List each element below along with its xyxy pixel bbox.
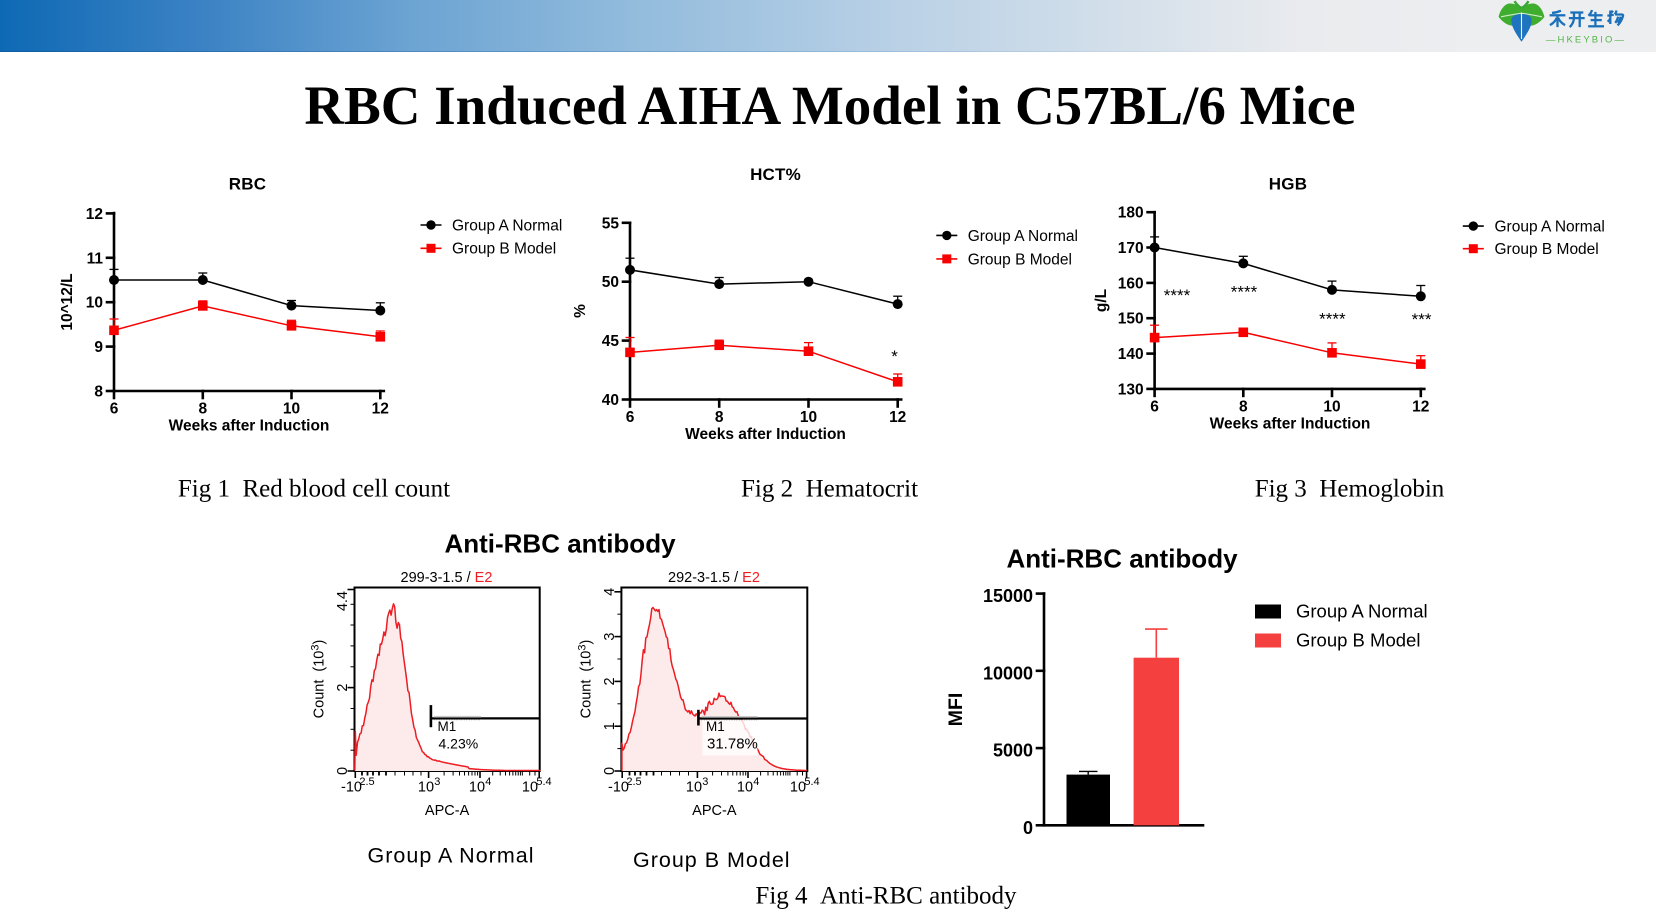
svg-text:Group A Normal: Group A Normal: [968, 228, 1078, 245]
svg-text:0: 0: [335, 767, 351, 775]
svg-text:Count (103): Count (103): [577, 640, 595, 719]
svg-text:RBC: RBC: [229, 175, 266, 194]
svg-text:45: 45: [602, 333, 620, 350]
svg-text:4.23%: 4.23%: [439, 735, 479, 751]
svg-text:10: 10: [418, 780, 434, 796]
svg-text:15000: 15000: [983, 586, 1033, 606]
svg-text:***: ***: [1412, 310, 1432, 329]
svg-text:Group B Model: Group B Model: [1296, 630, 1420, 651]
svg-text:10: 10: [686, 780, 702, 796]
svg-text:12: 12: [1412, 398, 1429, 415]
svg-text:50: 50: [602, 274, 619, 291]
svg-text:170: 170: [1118, 240, 1144, 257]
svg-text:10: 10: [522, 780, 538, 796]
svg-text:160: 160: [1118, 275, 1144, 292]
svg-text:10: 10: [1323, 398, 1340, 415]
svg-text:10000: 10000: [983, 663, 1033, 683]
svg-text:Fig 2 Hematocrit: Fig 2 Hematocrit: [741, 476, 918, 503]
svg-text:2: 2: [335, 684, 351, 692]
svg-text:-10: -10: [608, 780, 629, 796]
svg-text:6: 6: [1150, 398, 1159, 415]
svg-text:****: ****: [1164, 286, 1191, 305]
svg-text:4.4: 4.4: [335, 591, 351, 611]
svg-text:3: 3: [434, 776, 440, 788]
svg-text:0: 0: [1023, 818, 1033, 838]
svg-text:130: 130: [1118, 381, 1144, 398]
svg-text:4: 4: [602, 588, 618, 596]
svg-text:292-3-1.5 / E2: 292-3-1.5 / E2: [668, 570, 760, 586]
svg-text:10: 10: [790, 780, 806, 796]
svg-text:3: 3: [702, 776, 708, 788]
svg-text:MFI: MFI: [945, 693, 967, 727]
svg-text:8: 8: [715, 409, 724, 426]
svg-text:31.78%: 31.78%: [707, 736, 758, 753]
svg-text:10^12/L: 10^12/L: [59, 273, 76, 330]
svg-text:-10: -10: [341, 780, 362, 796]
svg-text:8: 8: [94, 384, 103, 401]
svg-text:M1: M1: [706, 719, 725, 734]
svg-text:12: 12: [889, 409, 906, 426]
svg-text:10: 10: [283, 401, 300, 418]
svg-text:10: 10: [800, 409, 817, 426]
svg-text:HGB: HGB: [1269, 175, 1307, 194]
svg-text:10: 10: [737, 780, 753, 796]
svg-text:*: *: [891, 347, 898, 366]
svg-text:HCT%: HCT%: [750, 165, 801, 184]
svg-text:Group B Model: Group B Model: [633, 848, 791, 872]
svg-text:55: 55: [602, 215, 620, 232]
svg-text:Anti-RBC antibody: Anti-RBC antibody: [444, 529, 676, 559]
svg-text:5.4: 5.4: [536, 776, 551, 788]
svg-text:Count (103): Count (103): [310, 640, 328, 719]
svg-text:150: 150: [1118, 311, 1144, 328]
svg-text:8: 8: [1239, 398, 1248, 415]
svg-text:%: %: [572, 304, 589, 318]
svg-text:g/L: g/L: [1093, 289, 1110, 312]
svg-text:5.4: 5.4: [804, 776, 819, 788]
svg-text:4: 4: [753, 776, 759, 788]
svg-text:M1: M1: [438, 719, 457, 734]
svg-text:1: 1: [602, 722, 618, 730]
svg-text:Anti-RBC antibody: Anti-RBC antibody: [1006, 544, 1238, 574]
svg-text:10: 10: [86, 295, 103, 312]
svg-text:140: 140: [1118, 346, 1144, 363]
svg-text:Group B Model: Group B Model: [452, 241, 556, 258]
svg-text:6: 6: [626, 409, 635, 426]
svg-text:180: 180: [1118, 205, 1144, 222]
svg-text:40: 40: [602, 392, 619, 409]
svg-text:Group A Normal: Group A Normal: [452, 217, 562, 234]
svg-text:0: 0: [602, 767, 618, 775]
svg-text:12: 12: [86, 206, 103, 223]
svg-text:Fig 3 Hemoglobin: Fig 3 Hemoglobin: [1255, 476, 1445, 503]
svg-text:10: 10: [469, 780, 485, 796]
svg-text:Group B Model: Group B Model: [1495, 241, 1599, 258]
svg-text:4: 4: [485, 776, 491, 788]
svg-text:Weeks after Induction: Weeks after Induction: [1210, 416, 1371, 433]
svg-text:8: 8: [198, 401, 207, 418]
svg-text:Fig 1 Red blood cell count: Fig 1 Red blood cell count: [178, 476, 450, 503]
svg-text:Fig 4 Anti-RBC antibody: Fig 4 Anti-RBC antibody: [755, 883, 1017, 910]
svg-text:—HKEYBIO—: —HKEYBIO—: [1546, 35, 1626, 46]
svg-text:2: 2: [602, 677, 618, 685]
svg-text:Group A Normal: Group A Normal: [1296, 601, 1428, 622]
svg-text:299-3-1.5 / E2: 299-3-1.5 / E2: [401, 570, 493, 586]
svg-text:Group B Model: Group B Model: [968, 251, 1072, 268]
svg-text:12: 12: [372, 401, 389, 418]
svg-text:11: 11: [87, 250, 104, 267]
svg-text:RBC Induced AIHA Model in C57B: RBC Induced AIHA Model in C57BL/6 Mice: [304, 75, 1355, 136]
svg-text:****: ****: [1319, 310, 1346, 329]
svg-text:Weeks after Induction: Weeks after Induction: [685, 426, 846, 443]
svg-text:Group A Normal: Group A Normal: [368, 844, 535, 868]
svg-text:2.5: 2.5: [626, 776, 641, 788]
svg-text:6: 6: [110, 401, 119, 418]
svg-text:Weeks after Induction: Weeks after Induction: [169, 418, 330, 435]
svg-text:****: ****: [1231, 283, 1258, 302]
svg-text:Group A Normal: Group A Normal: [1495, 219, 1605, 236]
svg-text:2.5: 2.5: [359, 776, 374, 788]
svg-text:APC-A: APC-A: [692, 803, 737, 819]
svg-text:APC-A: APC-A: [425, 803, 470, 819]
svg-text:3: 3: [602, 633, 618, 641]
svg-text:5000: 5000: [993, 741, 1033, 761]
svg-text:9: 9: [94, 339, 103, 356]
